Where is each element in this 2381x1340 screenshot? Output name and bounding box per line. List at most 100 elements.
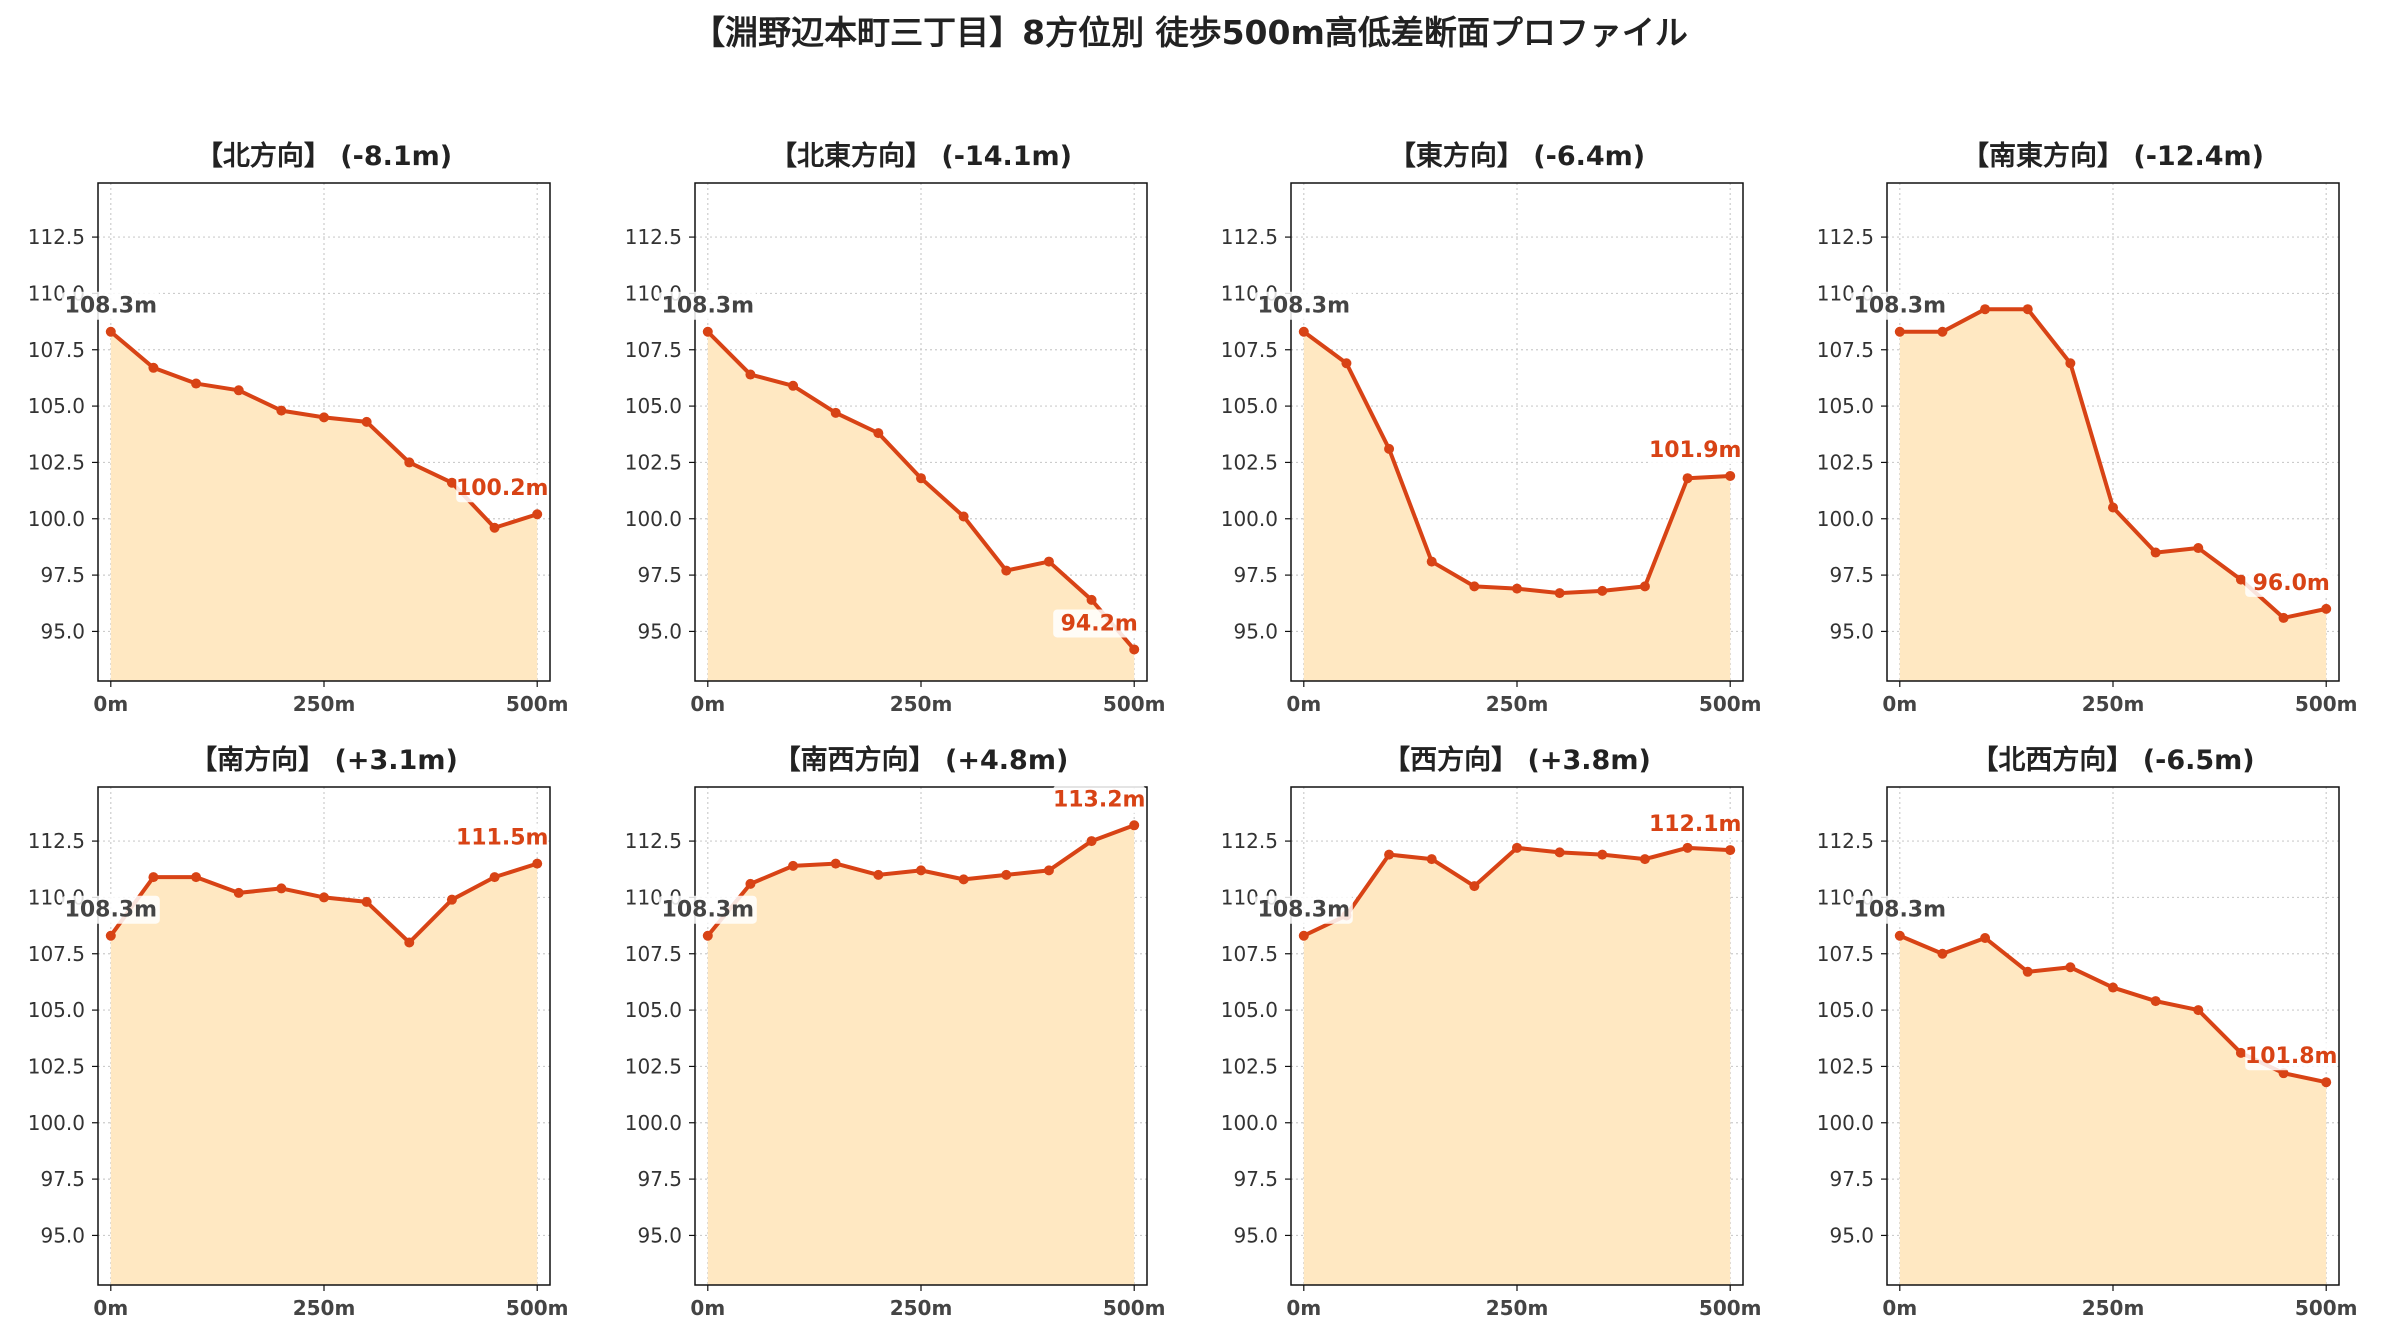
end-elevation-label: 94.2m [1061,611,1138,636]
series-area-fill [1899,935,2327,1285]
start-label-background [1254,895,1353,924]
y-tick-label: 100.0 [625,1111,682,1135]
data-point [1682,842,1693,853]
y-tick-label: 112.5 [1817,829,1874,853]
y-tick-label: 95.0 [40,1223,85,1247]
y-tick-label: 95.0 [40,619,85,643]
data-point [1554,588,1565,599]
data-point [1086,836,1097,847]
data-point [873,869,884,880]
start-label-background [61,895,160,924]
x-tick-label: 0m [690,1296,725,1320]
y-tick-label: 112.5 [1221,225,1278,249]
start-label-background [1254,291,1353,320]
data-point [404,937,415,948]
y-tick-label: 105.0 [625,394,682,418]
panel-2: 【東方向】 (-6.4m) 95.0 97.5 100.0 102.5 105.0 107.… [1221,140,1762,716]
y-tick-label: 105.0 [1221,998,1278,1022]
series-area-fill [1303,847,1731,1285]
x-tick-label: 250m [2082,692,2145,716]
data-point [1384,849,1395,860]
data-point [788,380,799,391]
x-tick-label: 0m [1286,1296,1321,1320]
series-area-fill [110,331,538,681]
data-point [1554,847,1565,858]
start-label-background [61,291,160,320]
data-point [830,858,841,869]
y-tick-label: 97.5 [1233,1167,1278,1191]
x-tick-label: 500m [1699,692,1762,716]
data-point [532,509,543,520]
y-tick-label: 112.5 [1221,829,1278,853]
data-point [489,872,500,883]
data-point [1725,845,1736,856]
y-tick-label: 105.0 [1221,394,1278,418]
end-label-background [456,823,549,852]
panel-title: 【南東方向】 (-12.4m) [1962,140,2264,172]
x-tick-label: 0m [690,692,725,716]
x-tick-label: 250m [890,692,953,716]
y-tick-label: 112.5 [1817,225,1874,249]
panel-3: 【南東方向】 (-12.4m) 95.0 97.5 100.0 102.5 105.0 10… [1817,140,2358,716]
y-tick-label: 100.0 [1221,1111,1278,1135]
data-point [2235,574,2246,585]
y-tick-label: 112.5 [625,829,682,853]
panel-title: 【西方向】 (+3.8m) [1383,744,1651,776]
data-point [1001,565,1012,576]
data-point [1639,581,1650,592]
x-tick-label: 500m [2295,692,2358,716]
data-point [2150,996,2161,1007]
y-tick-label: 102.5 [28,1054,85,1078]
x-tick-label: 250m [293,692,356,716]
y-tick-label: 107.5 [625,338,682,362]
data-point [958,874,969,885]
data-point [446,477,457,488]
panels-container: 【北方向】 (-8.1m) 95.0 97.5 100.0 102.5 105.0 107.… [28,140,2358,1320]
data-point [1298,930,1309,941]
data-point [2065,962,2076,973]
data-point [1725,470,1736,481]
x-tick-label: 0m [1882,1296,1917,1320]
y-tick-label: 102.5 [1817,1054,1874,1078]
x-tick-label: 500m [1103,692,1166,716]
y-tick-label: 100.0 [28,1111,85,1135]
data-point [191,872,202,883]
data-point [361,896,372,907]
data-point [745,878,756,889]
data-point [702,326,713,337]
y-tick-label: 100.0 [28,507,85,531]
data-point [2193,1005,2204,1016]
data-point [873,428,884,439]
x-tick-label: 250m [1486,1296,1549,1320]
x-tick-label: 0m [93,1296,128,1320]
data-point [1043,556,1054,567]
end-label-background [1053,609,1146,638]
x-tick-label: 500m [506,1296,569,1320]
data-point [2065,358,2076,369]
end-elevation-label: 101.9m [1649,438,1742,463]
y-tick-label: 100.0 [1817,507,1874,531]
y-tick-label: 95.0 [637,619,682,643]
y-tick-label: 97.5 [1233,563,1278,587]
data-point [1129,644,1140,655]
end-elevation-label: 111.5m [456,826,549,851]
data-point [446,894,457,905]
data-point [105,930,116,941]
data-point [1894,930,1905,941]
data-point [489,522,500,533]
start-label-background [658,895,757,924]
x-tick-label: 0m [93,692,128,716]
end-elevation-label: 113.2m [1053,787,1146,812]
end-elevation-label: 96.0m [2253,571,2330,596]
x-tick-label: 250m [293,1296,356,1320]
data-point [1937,326,1948,337]
start-elevation-label: 108.3m [65,294,158,319]
series-area-fill [707,825,1135,1285]
data-point [532,858,543,869]
start-elevation-label: 108.3m [1854,898,1947,923]
panel-title: 【北東方向】 (-14.1m) [770,140,1072,172]
y-tick-label: 102.5 [625,450,682,474]
data-point [233,385,244,396]
end-label-background [456,474,549,503]
series-area-fill [1899,309,2327,681]
